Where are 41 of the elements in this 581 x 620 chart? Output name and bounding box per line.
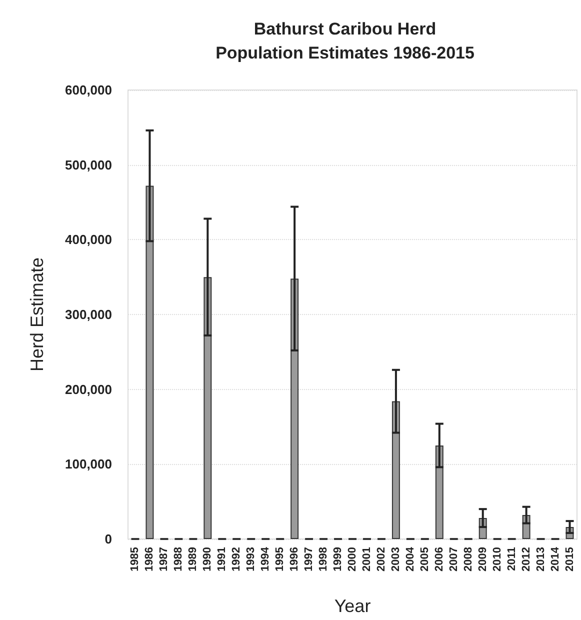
x-tick-label: 1995 [274, 547, 286, 572]
x-tick-label: 2005 [418, 547, 431, 572]
x-tick-label: 1990 [202, 547, 214, 572]
x-tick-label: 2006 [433, 547, 446, 572]
x-tick-label: 2003 [390, 547, 402, 572]
x-tick-label: 2008 [462, 547, 474, 572]
x-tick-label: 2000 [346, 547, 358, 572]
x-tick-label: 2001 [360, 547, 373, 572]
x-tick-label: 2012 [520, 547, 532, 572]
x-tick-label: 2014 [549, 546, 562, 572]
x-tick-label: 1997 [303, 547, 316, 572]
y-tick-label: 400,000 [65, 232, 112, 248]
x-tick-label: 1992 [230, 547, 243, 572]
x-tick-label: 2015 [564, 547, 576, 572]
y-tick-label: 500,000 [65, 157, 112, 172]
y-axis-title: Herd Estimate [27, 257, 47, 372]
x-tick-label: 1996 [288, 547, 301, 572]
y-tick-label: 100,000 [65, 456, 112, 472]
x-tick-label: 2010 [491, 547, 504, 572]
x-tick-label: 2002 [375, 547, 388, 572]
x-tick-label: 1998 [318, 547, 330, 572]
x-tick-label: 1987 [158, 547, 170, 572]
x-tick-label: 2004 [404, 546, 416, 572]
x-tick-label: 1994 [260, 546, 272, 572]
x-tick-label: 2011 [506, 547, 518, 571]
x-tick-label: 1986 [144, 547, 156, 572]
x-tick-label: 1993 [245, 547, 258, 572]
x-tick-label: 2009 [476, 547, 489, 572]
x-tick-label: 1999 [332, 547, 344, 572]
x-tick-label: 1989 [187, 547, 200, 572]
y-tick-label: 300,000 [65, 307, 112, 322]
x-tick-label: 1991 [216, 547, 228, 572]
y-tick-label: 0 [104, 532, 112, 546]
x-tick-label: 2007 [448, 547, 460, 572]
chart-title: Bathurst Caribou Herd Population Estimates 1986-2015 [216, 20, 474, 62]
y-tick-label: 600,000 [65, 82, 112, 98]
x-axis-title: Year [334, 596, 371, 616]
x-tick-label: 1988 [172, 547, 185, 572]
y-tick-label: 200,000 [65, 382, 112, 397]
x-tick-label: 1985 [129, 547, 142, 572]
x-tick-label: 2013 [534, 547, 547, 572]
